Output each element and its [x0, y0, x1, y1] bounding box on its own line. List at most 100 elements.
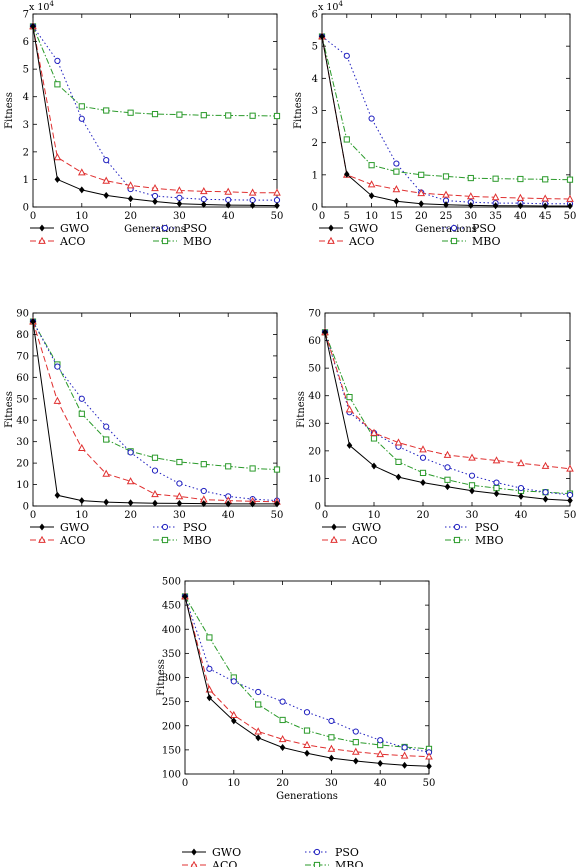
legend-pso-marker [161, 523, 169, 531]
series-line-gwo [32, 321, 277, 505]
y-tick-label: 100 [162, 770, 181, 781]
data-point-mbo [54, 81, 61, 88]
y-tick-label: 1 [312, 170, 318, 181]
data-point-aco [254, 727, 263, 735]
data-point-aco [53, 153, 62, 161]
y-tick-label: 80 [16, 330, 29, 341]
y-scale-note: x 104 [29, 0, 54, 13]
data-point-aco [566, 464, 574, 472]
y-axis-label: Fitness [296, 391, 307, 428]
data-point-gwo [371, 462, 377, 470]
data-point-gwo [225, 201, 231, 209]
data-point-mbo [200, 112, 207, 119]
y-tick-label: 500 [162, 577, 181, 588]
data-point-gwo [518, 492, 524, 500]
legend-gwo-marker [191, 848, 197, 856]
legend-label-mbo: MBO [472, 235, 501, 248]
data-point-mbo [151, 110, 159, 118]
data-point-gwo [469, 487, 475, 495]
data-point-gwo [79, 186, 85, 194]
data-point-gwo [225, 500, 231, 508]
data-point-pso [468, 472, 476, 479]
x-tick-label: 20 [415, 211, 428, 222]
data-point-mbo [303, 727, 311, 734]
data-point-mbo [328, 734, 335, 741]
data-point-gwo [201, 201, 207, 208]
data-point-aco [77, 443, 86, 451]
data-point-pso [230, 678, 237, 685]
y-tick-label: 4 [23, 92, 29, 103]
data-point-mbo [273, 112, 281, 120]
y-tick-label: 20 [308, 446, 321, 457]
legend-label-gwo: GWO [212, 846, 241, 859]
data-point-aco [53, 396, 62, 404]
series-line-pso [32, 321, 278, 502]
data-point-pso [103, 157, 110, 164]
x-tick-label: 35 [489, 211, 502, 222]
data-point-gwo [542, 202, 548, 210]
data-point-gwo [542, 495, 549, 503]
data-point-pso [401, 744, 408, 751]
legend-mbo-marker [450, 237, 458, 245]
y-tick-label: 5 [312, 42, 318, 53]
x-tick-label: 0 [30, 211, 36, 222]
legend-gwo-marker [328, 224, 334, 232]
x-axis-label: Generations [415, 224, 477, 235]
data-point-mbo [127, 109, 134, 116]
y-tick-label: 7 [23, 10, 29, 21]
data-point-gwo [54, 175, 61, 183]
y-tick-label: 40 [308, 391, 321, 402]
data-point-aco [126, 181, 135, 189]
legend: GWO PSO ACO MBO [30, 222, 212, 248]
data-point-gwo [328, 754, 335, 762]
data-point-mbo [200, 461, 207, 468]
y-tick-label: 50 [16, 394, 29, 405]
data-point-aco [102, 469, 111, 477]
data-point-pso [279, 698, 286, 705]
data-point-gwo [274, 500, 280, 508]
data-point-mbo [78, 103, 85, 110]
chart-panel-4: 0 10 20 30 40 50 0 10 20 30 40 50 60 70 Fitness GWO PSO A… [296, 309, 576, 548]
plot-frame [32, 13, 278, 208]
series-line-pso [324, 332, 571, 496]
data-point-aco [466, 192, 475, 200]
data-point-mbo [151, 454, 159, 461]
legend-label-pso: PSO [472, 222, 496, 235]
legend-label-aco: ACO [351, 534, 377, 547]
x-tick-label: 40 [514, 211, 527, 222]
x-tick-label: 30 [173, 211, 186, 222]
data-point-mbo [78, 410, 85, 417]
data-point-gwo [152, 499, 158, 507]
data-point-mbo [346, 393, 353, 401]
data-point-pso [303, 709, 311, 716]
legend-aco-marker [38, 236, 46, 244]
data-point-pso [78, 115, 85, 122]
data-point-mbo [393, 168, 400, 175]
data-point-mbo [467, 174, 474, 182]
data-point-mbo [103, 436, 110, 443]
data-point-aco [392, 185, 401, 193]
data-point-mbo [255, 701, 262, 708]
data-point-mbo [566, 176, 574, 183]
legend-mbo-marker [313, 861, 321, 867]
legend-label-pso: PSO [183, 222, 207, 235]
data-point-pso [444, 464, 451, 471]
x-tick-label: 20 [124, 510, 137, 521]
data-point-aco [303, 740, 311, 748]
data-point-pso [343, 52, 350, 59]
data-point-gwo [319, 33, 325, 40]
data-point-aco [102, 176, 111, 184]
data-point-aco [400, 751, 409, 759]
series-line-aco [321, 36, 571, 200]
data-point-mbo [279, 716, 286, 724]
x-tick-label: 45 [539, 211, 552, 222]
data-point-pso [377, 737, 384, 744]
data-point-mbo [468, 482, 476, 489]
data-point-aco [394, 438, 403, 446]
series-line-pso [321, 36, 570, 205]
series-mbo [321, 329, 574, 497]
y-tick-label: 2 [312, 138, 318, 149]
data-point-aco [126, 477, 135, 485]
y-tick-label: 150 [162, 745, 181, 756]
data-point-gwo [377, 759, 383, 767]
